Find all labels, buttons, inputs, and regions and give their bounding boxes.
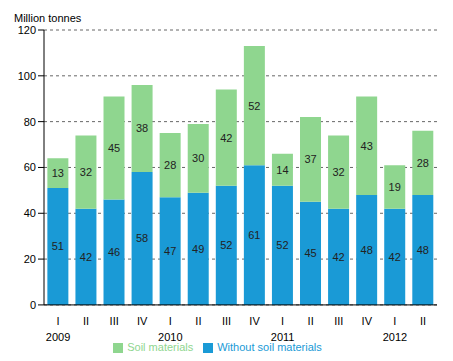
- svg-text:80: 80: [24, 116, 36, 128]
- svg-text:II: II: [195, 315, 201, 327]
- html-text:Without soil materials: Without soil materials: [217, 340, 322, 353]
- svg-text:19: 19: [389, 181, 401, 193]
- svg-text:0: 0: [30, 299, 36, 311]
- svg-text:II: II: [308, 315, 314, 327]
- svg-text:Million tonnes: Million tonnes: [14, 12, 82, 24]
- svg-text:42: 42: [332, 251, 344, 263]
- svg-text:2011: 2011: [271, 331, 295, 343]
- svg-text:48: 48: [417, 244, 429, 256]
- svg-text:13: 13: [52, 167, 64, 179]
- svg-text:45: 45: [108, 142, 120, 154]
- html-text:Soil materials: Soil materials: [127, 340, 194, 353]
- svg-text:32: 32: [80, 166, 92, 178]
- svg-text:52: 52: [220, 239, 232, 251]
- svg-text:IV: IV: [362, 315, 373, 327]
- svg-text:60: 60: [24, 161, 36, 173]
- svg-text:I: I: [393, 315, 396, 327]
- svg-text:42: 42: [389, 251, 401, 263]
- svg-text:40: 40: [24, 207, 36, 219]
- svg-text:2009: 2009: [46, 331, 70, 343]
- svg-text:30: 30: [192, 152, 204, 164]
- svg-text:46: 46: [108, 246, 120, 258]
- svg-text:52: 52: [276, 239, 288, 251]
- svg-text:20: 20: [24, 253, 36, 265]
- svg-text:42: 42: [220, 132, 232, 144]
- svg-text:I: I: [57, 315, 60, 327]
- svg-text:47: 47: [164, 245, 176, 257]
- svg-text:51: 51: [52, 240, 64, 252]
- svg-text:58: 58: [136, 232, 148, 244]
- svg-text:III: III: [222, 315, 231, 327]
- svg-text:IV: IV: [249, 315, 260, 327]
- svg-text:2012: 2012: [383, 331, 407, 343]
- svg-text:28: 28: [417, 157, 429, 169]
- svg-text:48: 48: [361, 244, 373, 256]
- svg-text:III: III: [334, 315, 343, 327]
- svg-text:42: 42: [80, 251, 92, 263]
- svg-text:I: I: [169, 315, 172, 327]
- svg-text:I: I: [281, 315, 284, 327]
- svg-text:61: 61: [248, 229, 260, 241]
- svg-text:III: III: [110, 315, 119, 327]
- svg-text:49: 49: [192, 243, 204, 255]
- svg-text:28: 28: [164, 159, 176, 171]
- svg-text:II: II: [83, 315, 89, 327]
- svg-text:52: 52: [248, 100, 260, 112]
- svg-text:32: 32: [332, 166, 344, 178]
- svg-text:43: 43: [361, 140, 373, 152]
- svg-text:2010: 2010: [158, 331, 182, 343]
- svg-text:120: 120: [18, 24, 36, 36]
- svg-text:IV: IV: [137, 315, 148, 327]
- svg-text:37: 37: [304, 153, 316, 165]
- svg-text:100: 100: [18, 70, 36, 82]
- svg-text:14: 14: [276, 164, 288, 176]
- svg-text:38: 38: [136, 122, 148, 134]
- svg-text:II: II: [420, 315, 426, 327]
- svg-text:45: 45: [304, 247, 316, 259]
